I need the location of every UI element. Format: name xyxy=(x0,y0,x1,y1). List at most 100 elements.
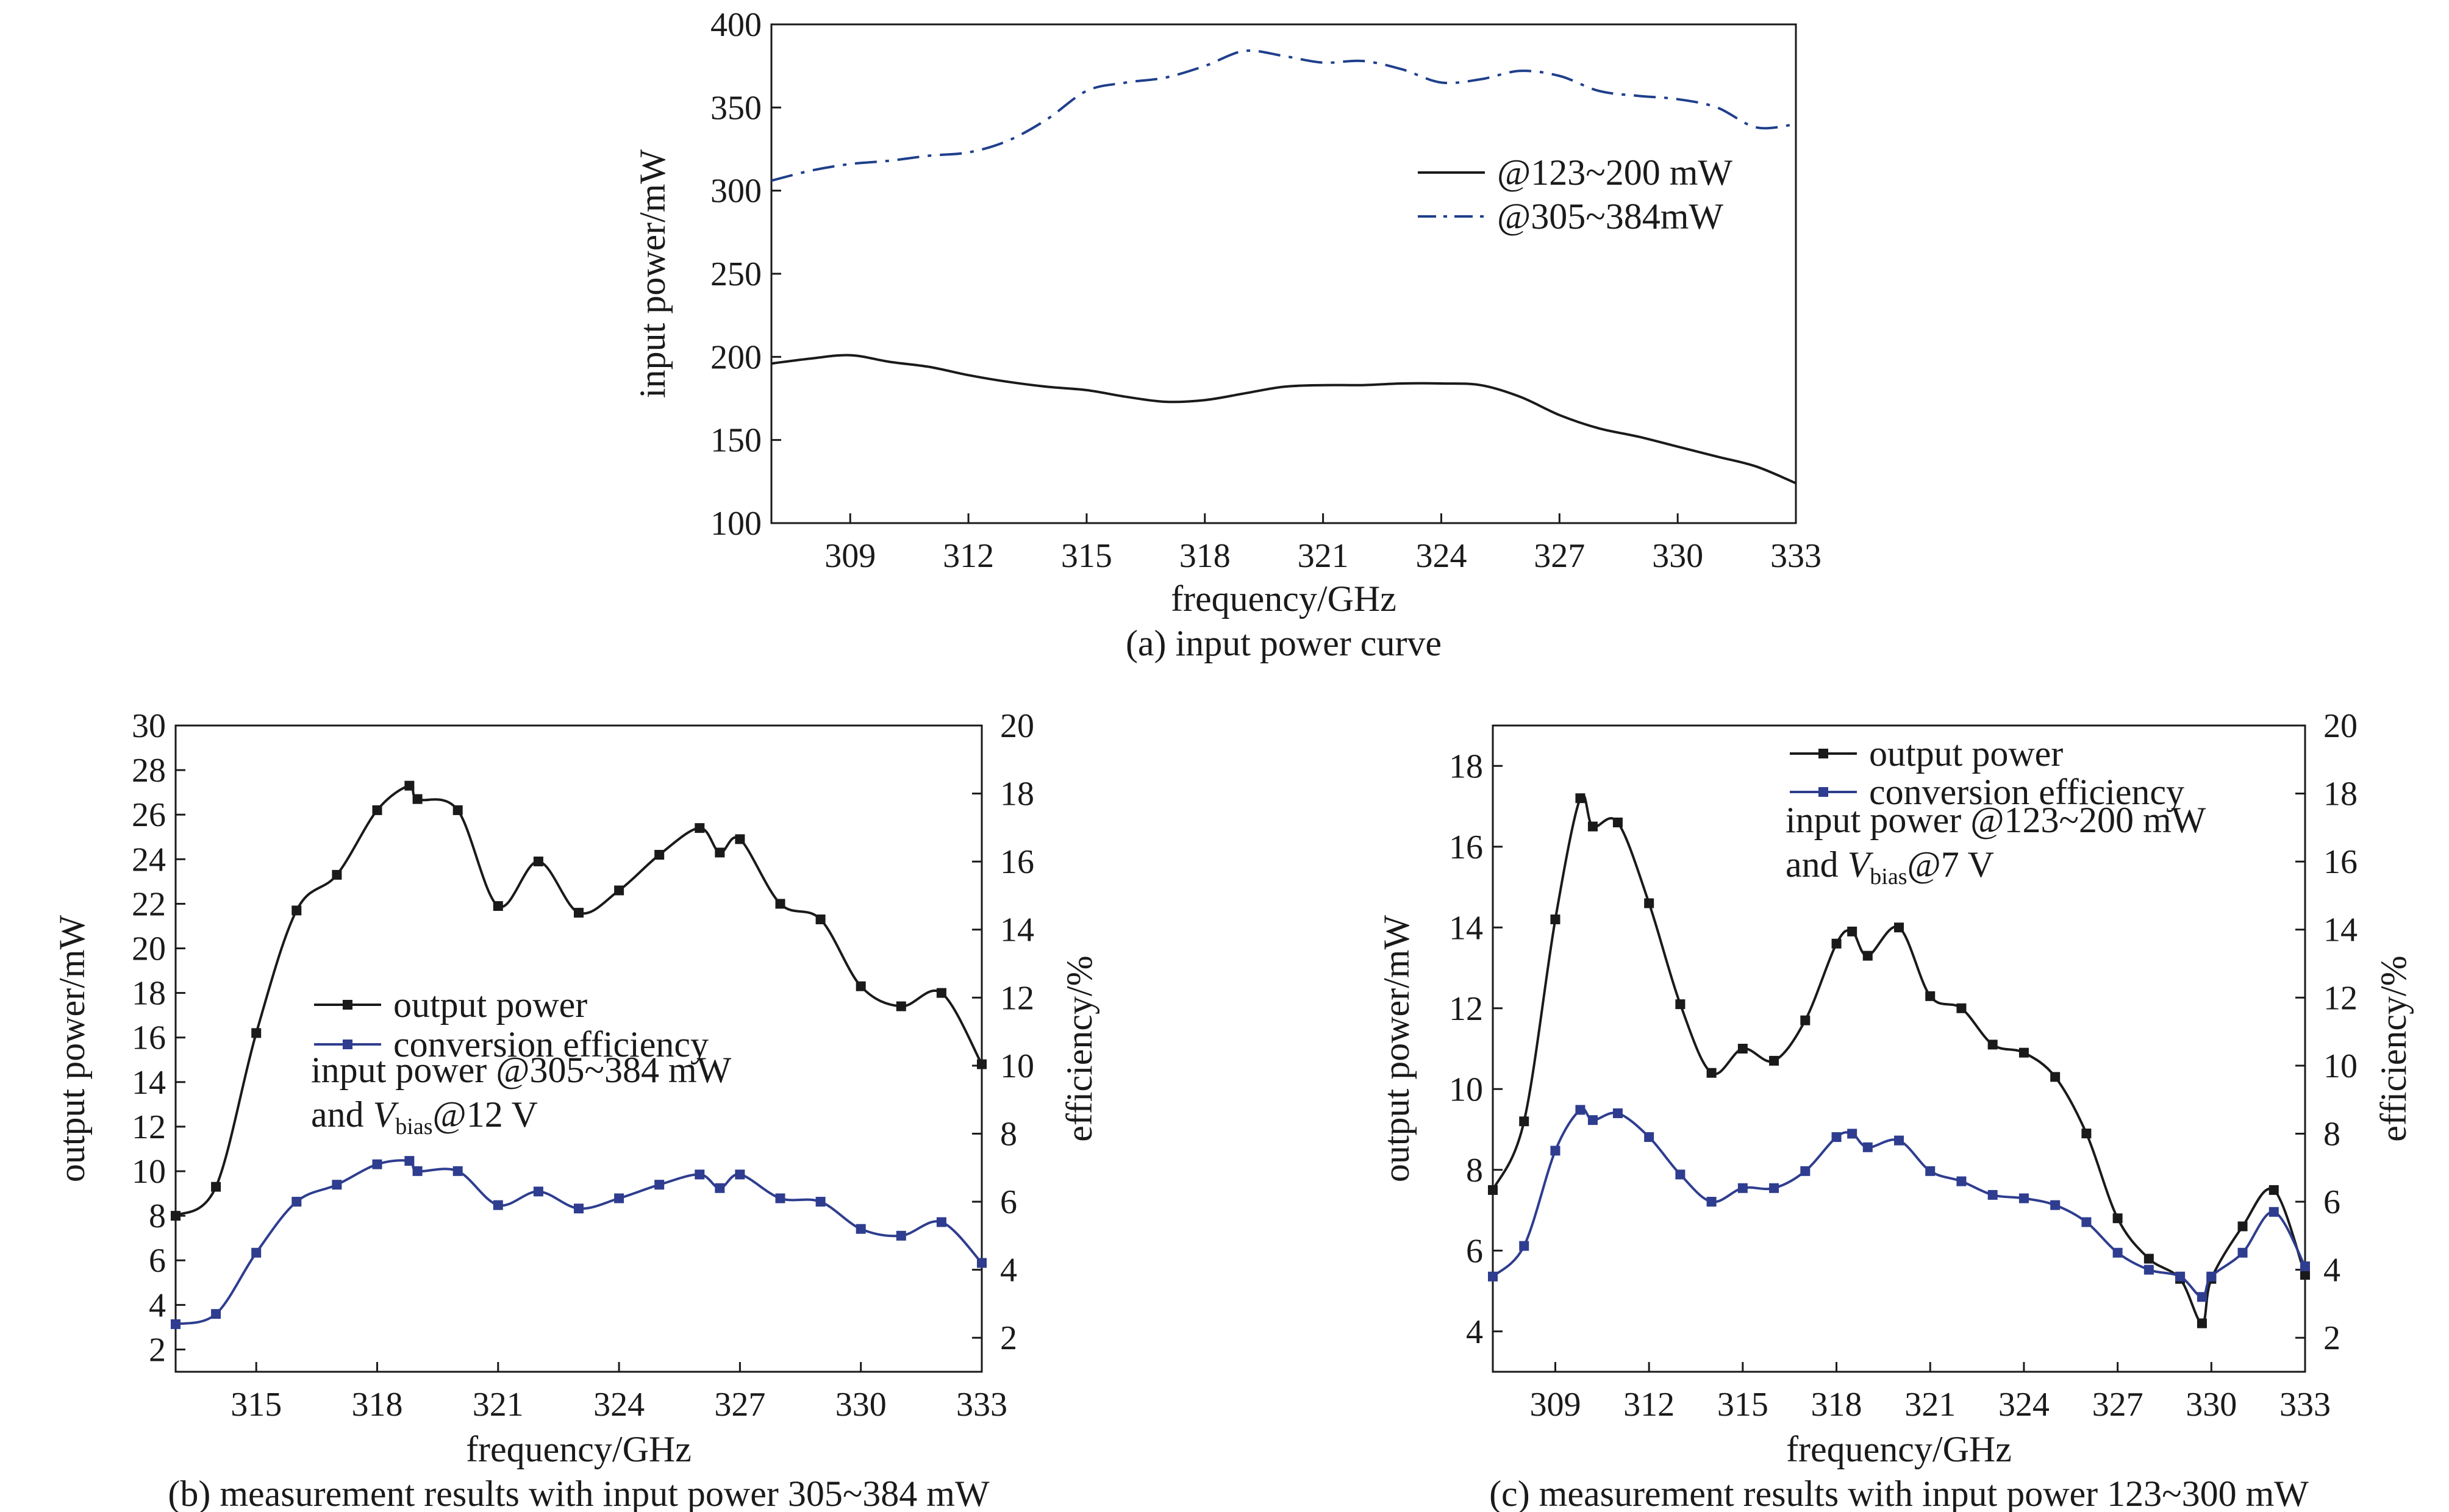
y2-tick-label: 12 xyxy=(1000,979,1034,1017)
x-tick-label: 324 xyxy=(1998,1386,2050,1424)
data-point xyxy=(896,1230,906,1241)
data-point xyxy=(2300,1270,2310,1280)
y-tick-label: 350 xyxy=(710,89,762,127)
y-tick-label: 14 xyxy=(1449,909,1483,947)
data-point xyxy=(1644,1132,1654,1143)
y-tick-label: 28 xyxy=(132,752,166,790)
data-point xyxy=(1831,938,1842,949)
y-tick-label: 16 xyxy=(1449,829,1483,866)
y-tick-label: 10 xyxy=(1449,1071,1483,1108)
data-point xyxy=(815,1197,826,1207)
chart-caption: (b) measurement results with input power… xyxy=(168,1474,990,1512)
data-point xyxy=(533,856,543,866)
y-tick-label: 22 xyxy=(132,885,166,923)
data-point xyxy=(936,988,946,998)
y-axis-title: output power/mW xyxy=(52,915,92,1183)
x-tick-label: 318 xyxy=(1179,537,1231,575)
data-point xyxy=(1987,1189,1998,1200)
y2-tick-label: 2 xyxy=(2323,1319,2340,1357)
data-point xyxy=(1894,1135,1904,1146)
data-point xyxy=(775,1193,785,1204)
y2-tick-label: 6 xyxy=(2323,1183,2340,1221)
x-tick-label: 318 xyxy=(352,1386,403,1424)
y2-tick-label: 18 xyxy=(2323,776,2358,813)
data-point xyxy=(1862,950,1873,961)
data-point xyxy=(372,805,382,815)
data-point xyxy=(171,1319,181,1329)
data-point xyxy=(412,1166,423,1176)
data-point xyxy=(1550,1146,1561,1156)
y-tick-label: 300 xyxy=(710,173,762,210)
legend-marker-0 xyxy=(343,1000,352,1010)
y-tick-label: 20 xyxy=(132,930,166,968)
data-point xyxy=(332,869,342,880)
y-tick-label: 12 xyxy=(132,1108,166,1146)
x-tick-label: 327 xyxy=(714,1386,765,1424)
data-point xyxy=(977,1059,987,1069)
x-axis-title: frequency/GHz xyxy=(1171,579,1396,619)
x-tick-label: 330 xyxy=(2186,1386,2237,1424)
y2-tick-label: 14 xyxy=(1000,911,1034,949)
data-point xyxy=(332,1180,342,1190)
data-point xyxy=(452,805,463,815)
data-point xyxy=(2197,1292,2207,1302)
data-point xyxy=(2237,1247,2248,1258)
data-point xyxy=(2143,1253,2154,1264)
data-point xyxy=(614,885,624,896)
x-tick-label: 315 xyxy=(1061,537,1112,575)
chart-caption: (c) measurement results with input power… xyxy=(1489,1474,2309,1512)
data-point xyxy=(1644,898,1654,908)
y-tick-label: 18 xyxy=(132,975,166,1013)
x-tick-label: 324 xyxy=(1415,537,1467,575)
series-line-1 xyxy=(1492,1107,2306,1299)
data-point xyxy=(211,1182,221,1192)
chart-results-305-384: 315 318 321 324 327 330 3332468101214161820222… xyxy=(52,707,1099,1512)
data-point xyxy=(977,1258,987,1268)
plot-frame xyxy=(770,23,1797,524)
data-point xyxy=(2175,1271,2186,1282)
chart-results-123-300: 309 312 315 318 321 324 327 330 333 4 6 8 10 12 14 16 18… xyxy=(1376,707,2414,1512)
y2-tick-label: 20 xyxy=(1000,707,1034,745)
data-point xyxy=(2050,1072,2061,1082)
series-line-0 xyxy=(771,354,1797,485)
y-tick-label: 6 xyxy=(149,1242,166,1280)
data-point xyxy=(452,1166,463,1176)
data-point xyxy=(2268,1185,2279,1195)
data-point xyxy=(1800,1015,1811,1025)
data-point xyxy=(654,850,665,860)
y2-tick-label: 16 xyxy=(2323,843,2358,881)
y-tick-label: 26 xyxy=(132,796,166,834)
x-tick-label: 324 xyxy=(593,1386,645,1424)
data-point xyxy=(654,1180,665,1190)
data-point xyxy=(2237,1221,2248,1232)
data-point xyxy=(1925,1166,1936,1176)
data-point xyxy=(1847,1129,1857,1139)
x-tick-label: 321 xyxy=(1904,1386,1956,1424)
legend-label-0: output power xyxy=(1869,733,2063,774)
y-tick-label: 6 xyxy=(1466,1232,1483,1270)
y-tick-label: 8 xyxy=(149,1197,166,1235)
data-point xyxy=(1956,1176,1967,1186)
note-suffix: @12 V xyxy=(433,1094,538,1135)
y-tick-label: 250 xyxy=(710,255,762,293)
plot-frame xyxy=(174,724,983,1373)
data-point xyxy=(715,847,725,858)
x-tick-label: 333 xyxy=(956,1386,1007,1424)
data-point xyxy=(2018,1193,2029,1204)
x-tick-label: 312 xyxy=(1623,1386,1675,1424)
x-tick-label: 318 xyxy=(1811,1386,1862,1424)
x-tick-label: 321 xyxy=(473,1386,524,1424)
note-sub: bias xyxy=(1870,864,1907,890)
data-point xyxy=(1488,1271,1498,1282)
chart-caption: (a) input power curve xyxy=(1126,623,1442,663)
data-point xyxy=(1706,1197,1717,1207)
data-point xyxy=(372,1159,382,1169)
data-point xyxy=(1862,1142,1873,1152)
y-tick-label: 4 xyxy=(1466,1313,1483,1351)
y2-axis-title: efficiency/% xyxy=(2373,955,2414,1141)
data-point xyxy=(574,908,584,918)
data-point xyxy=(404,1156,415,1166)
data-point xyxy=(1612,818,1623,827)
data-point xyxy=(2112,1247,2123,1258)
data-point xyxy=(2197,1318,2207,1328)
